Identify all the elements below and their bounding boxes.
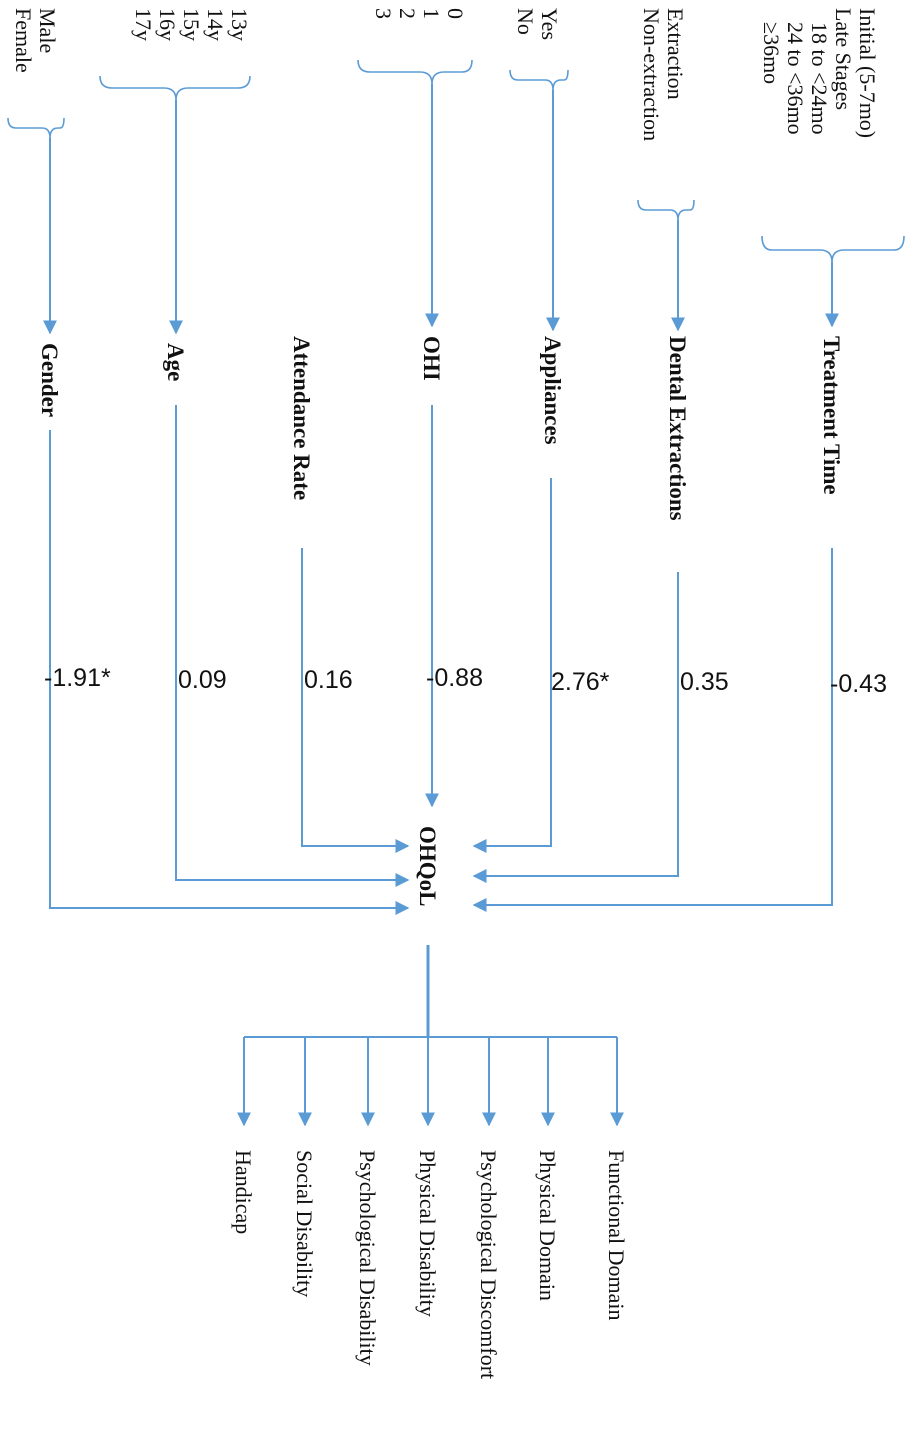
level-label: ≥36mo (759, 22, 784, 84)
predictor-appliances: Appliances (540, 336, 565, 445)
ohi-brace (357, 59, 473, 85)
level-label: 17y (131, 8, 156, 41)
coefficient-gender: -1.91* (44, 664, 111, 692)
level-label: Yes (537, 8, 562, 40)
path-attendance-rate-ohqol (301, 548, 410, 853)
domain-physical-disability: Physical Disability (415, 1150, 440, 1317)
predictor-attendance-rate: Attendance Rate (289, 336, 314, 500)
level-label: 3 (371, 8, 396, 19)
level-label: 24 to <36mo (783, 22, 808, 135)
coefficient-age: 0.09 (178, 666, 227, 694)
path-treatment-time-ohqol (472, 548, 833, 912)
path-dental-extractions-ohqol (472, 572, 679, 883)
age-levels: 13y 14y 15y 16y 17y (131, 8, 252, 41)
path-age-ohqol (175, 405, 410, 887)
level-label: Non-extraction (639, 8, 664, 141)
predictor-treatment-time: Treatment Time (819, 336, 844, 495)
level-label: 2 (395, 8, 420, 19)
domain-handicap: Handicap (231, 1150, 256, 1234)
dental-extractions-brace (637, 199, 695, 221)
domain-social-disability: Social Disability (292, 1150, 317, 1297)
level-label: Female (11, 8, 36, 73)
coefficient-dental-extractions: 0.35 (680, 668, 729, 696)
domain-psychological-disability: Psychological Disability (355, 1150, 380, 1366)
domain-physical-domain: Physical Domain (535, 1150, 560, 1301)
predictor-dental-extractions: Dental Extractions (665, 336, 690, 521)
level-label: Extraction (663, 8, 688, 100)
path-appliances-ohqol (472, 478, 552, 853)
level-label: Male (35, 8, 60, 53)
level-label: 14y (203, 8, 228, 41)
appliances-levels: Yes No (513, 8, 562, 40)
path-gender-ohqol (49, 430, 410, 915)
level-label: 18 to <24mo (807, 22, 832, 135)
coefficient-ohi: -0.88 (426, 664, 483, 692)
level-label: No (513, 8, 538, 35)
ohi-levels: 0 1 2 3 (371, 8, 468, 19)
coefficient-treatment-time: -0.43 (830, 670, 887, 698)
coefficient-attendance-rate: 0.16 (304, 666, 353, 694)
gender-brace (7, 117, 65, 139)
predictor-ohi: OHI (419, 336, 444, 381)
domain-psychological-discomfort: Psychological Discomfort (476, 1150, 501, 1379)
level-label: 15y (179, 8, 204, 41)
level-label: Initial (5-7mo) (855, 8, 880, 138)
treatment-time-brace (761, 235, 905, 263)
appliances-brace (509, 69, 569, 91)
outcome-ohqol: OHQoL (415, 826, 440, 907)
level-label: 13y (227, 8, 252, 41)
domain-functional-domain: Functional Domain (604, 1150, 629, 1320)
coefficient-appliances: 2.76* (551, 668, 610, 696)
dental-extractions-levels: Extraction Non-extraction (639, 8, 688, 141)
predictor-gender: Gender (37, 343, 62, 417)
age-brace (99, 75, 251, 101)
level-label: 1 (419, 8, 444, 19)
predictor-age: Age (163, 343, 188, 381)
level-label: 16y (155, 8, 180, 41)
level-label: Late Stages (831, 8, 856, 110)
treatment-time-levels: Initial (5-7mo) Late Stages 18 to <24mo … (759, 8, 880, 138)
gender-levels: Male Female (11, 8, 60, 73)
level-label: 0 (443, 8, 468, 19)
